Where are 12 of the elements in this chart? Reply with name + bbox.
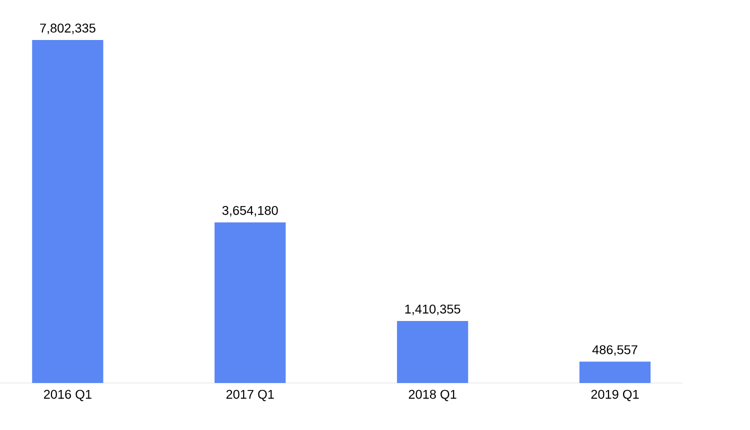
- x-tick-label: 2019 Q1: [591, 390, 639, 401]
- bar: [396, 320, 468, 383]
- data-label: 486,557: [592, 345, 638, 356]
- bar: [32, 40, 104, 383]
- x-tick-label: 2017 Q1: [226, 390, 274, 401]
- bar: [579, 361, 651, 383]
- data-label: 1,410,355: [405, 304, 460, 315]
- data-label: 7,802,335: [40, 23, 96, 34]
- bar: [214, 222, 286, 383]
- x-tick-label: 2016 Q1: [44, 390, 92, 401]
- data-label: 3,654,180: [222, 206, 278, 216]
- x-tick-label: 2018 Q1: [408, 390, 456, 401]
